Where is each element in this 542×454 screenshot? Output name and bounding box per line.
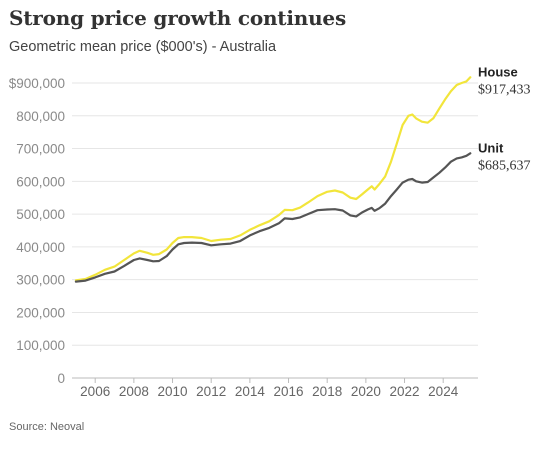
chart-subtitle: Geometric mean price ($000's) - Australi… bbox=[9, 39, 277, 55]
x-tick-label: 2008 bbox=[119, 384, 149, 399]
y-tick-label: 200,000 bbox=[16, 305, 65, 320]
y-tick-label: 500,000 bbox=[16, 207, 65, 222]
x-tick-label: 2010 bbox=[158, 384, 188, 399]
series-value-label: $917,433 bbox=[478, 82, 531, 97]
x-axis-ticks: 2006 2008 2010 2012 2014 2016 2018 2020 2022 2024 bbox=[80, 378, 459, 399]
y-tick-label: 300,000 bbox=[16, 273, 65, 288]
y-tick-label: $900,000 bbox=[9, 76, 65, 91]
x-tick-label: 2018 bbox=[312, 384, 342, 399]
series-line-house bbox=[74, 76, 472, 282]
y-tick-label: 400,000 bbox=[16, 240, 65, 255]
y-tick-label: 100,000 bbox=[16, 338, 65, 353]
series-lines bbox=[74, 76, 472, 283]
series-name-label: Unit bbox=[478, 140, 504, 155]
x-tick-label: 2016 bbox=[274, 384, 304, 399]
x-tick-label: 2014 bbox=[235, 384, 266, 399]
y-axis-ticks: 0 100,000 200,000 300,000 400,000 500,000 600,… bbox=[9, 76, 65, 386]
x-tick-label: 2020 bbox=[351, 384, 381, 399]
y-tick-label: 0 bbox=[57, 371, 65, 386]
series-end-labels: House $917,433 Unit $685,637 bbox=[478, 64, 531, 173]
gridlines bbox=[72, 82, 478, 379]
chart-title: Strong price growth continues bbox=[9, 6, 347, 30]
y-tick-label: 700,000 bbox=[16, 142, 65, 157]
x-tick-label: 2024 bbox=[428, 384, 459, 399]
y-tick-label: 600,000 bbox=[16, 174, 65, 189]
series-line-unit bbox=[74, 152, 472, 283]
x-tick-label: 2006 bbox=[80, 384, 110, 399]
x-tick-label: 2012 bbox=[196, 384, 226, 399]
series-value-label: $685,637 bbox=[478, 158, 531, 173]
x-tick-label: 2022 bbox=[390, 384, 420, 399]
y-tick-label: 800,000 bbox=[16, 109, 65, 124]
series-name-label: House bbox=[478, 64, 518, 79]
source-note: Source: Neoval bbox=[9, 421, 85, 433]
